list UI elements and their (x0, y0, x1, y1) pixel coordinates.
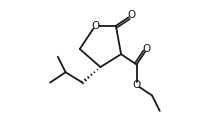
Text: O: O (132, 80, 141, 90)
Text: O: O (143, 44, 151, 54)
Text: O: O (127, 10, 136, 21)
Text: O: O (91, 21, 99, 31)
